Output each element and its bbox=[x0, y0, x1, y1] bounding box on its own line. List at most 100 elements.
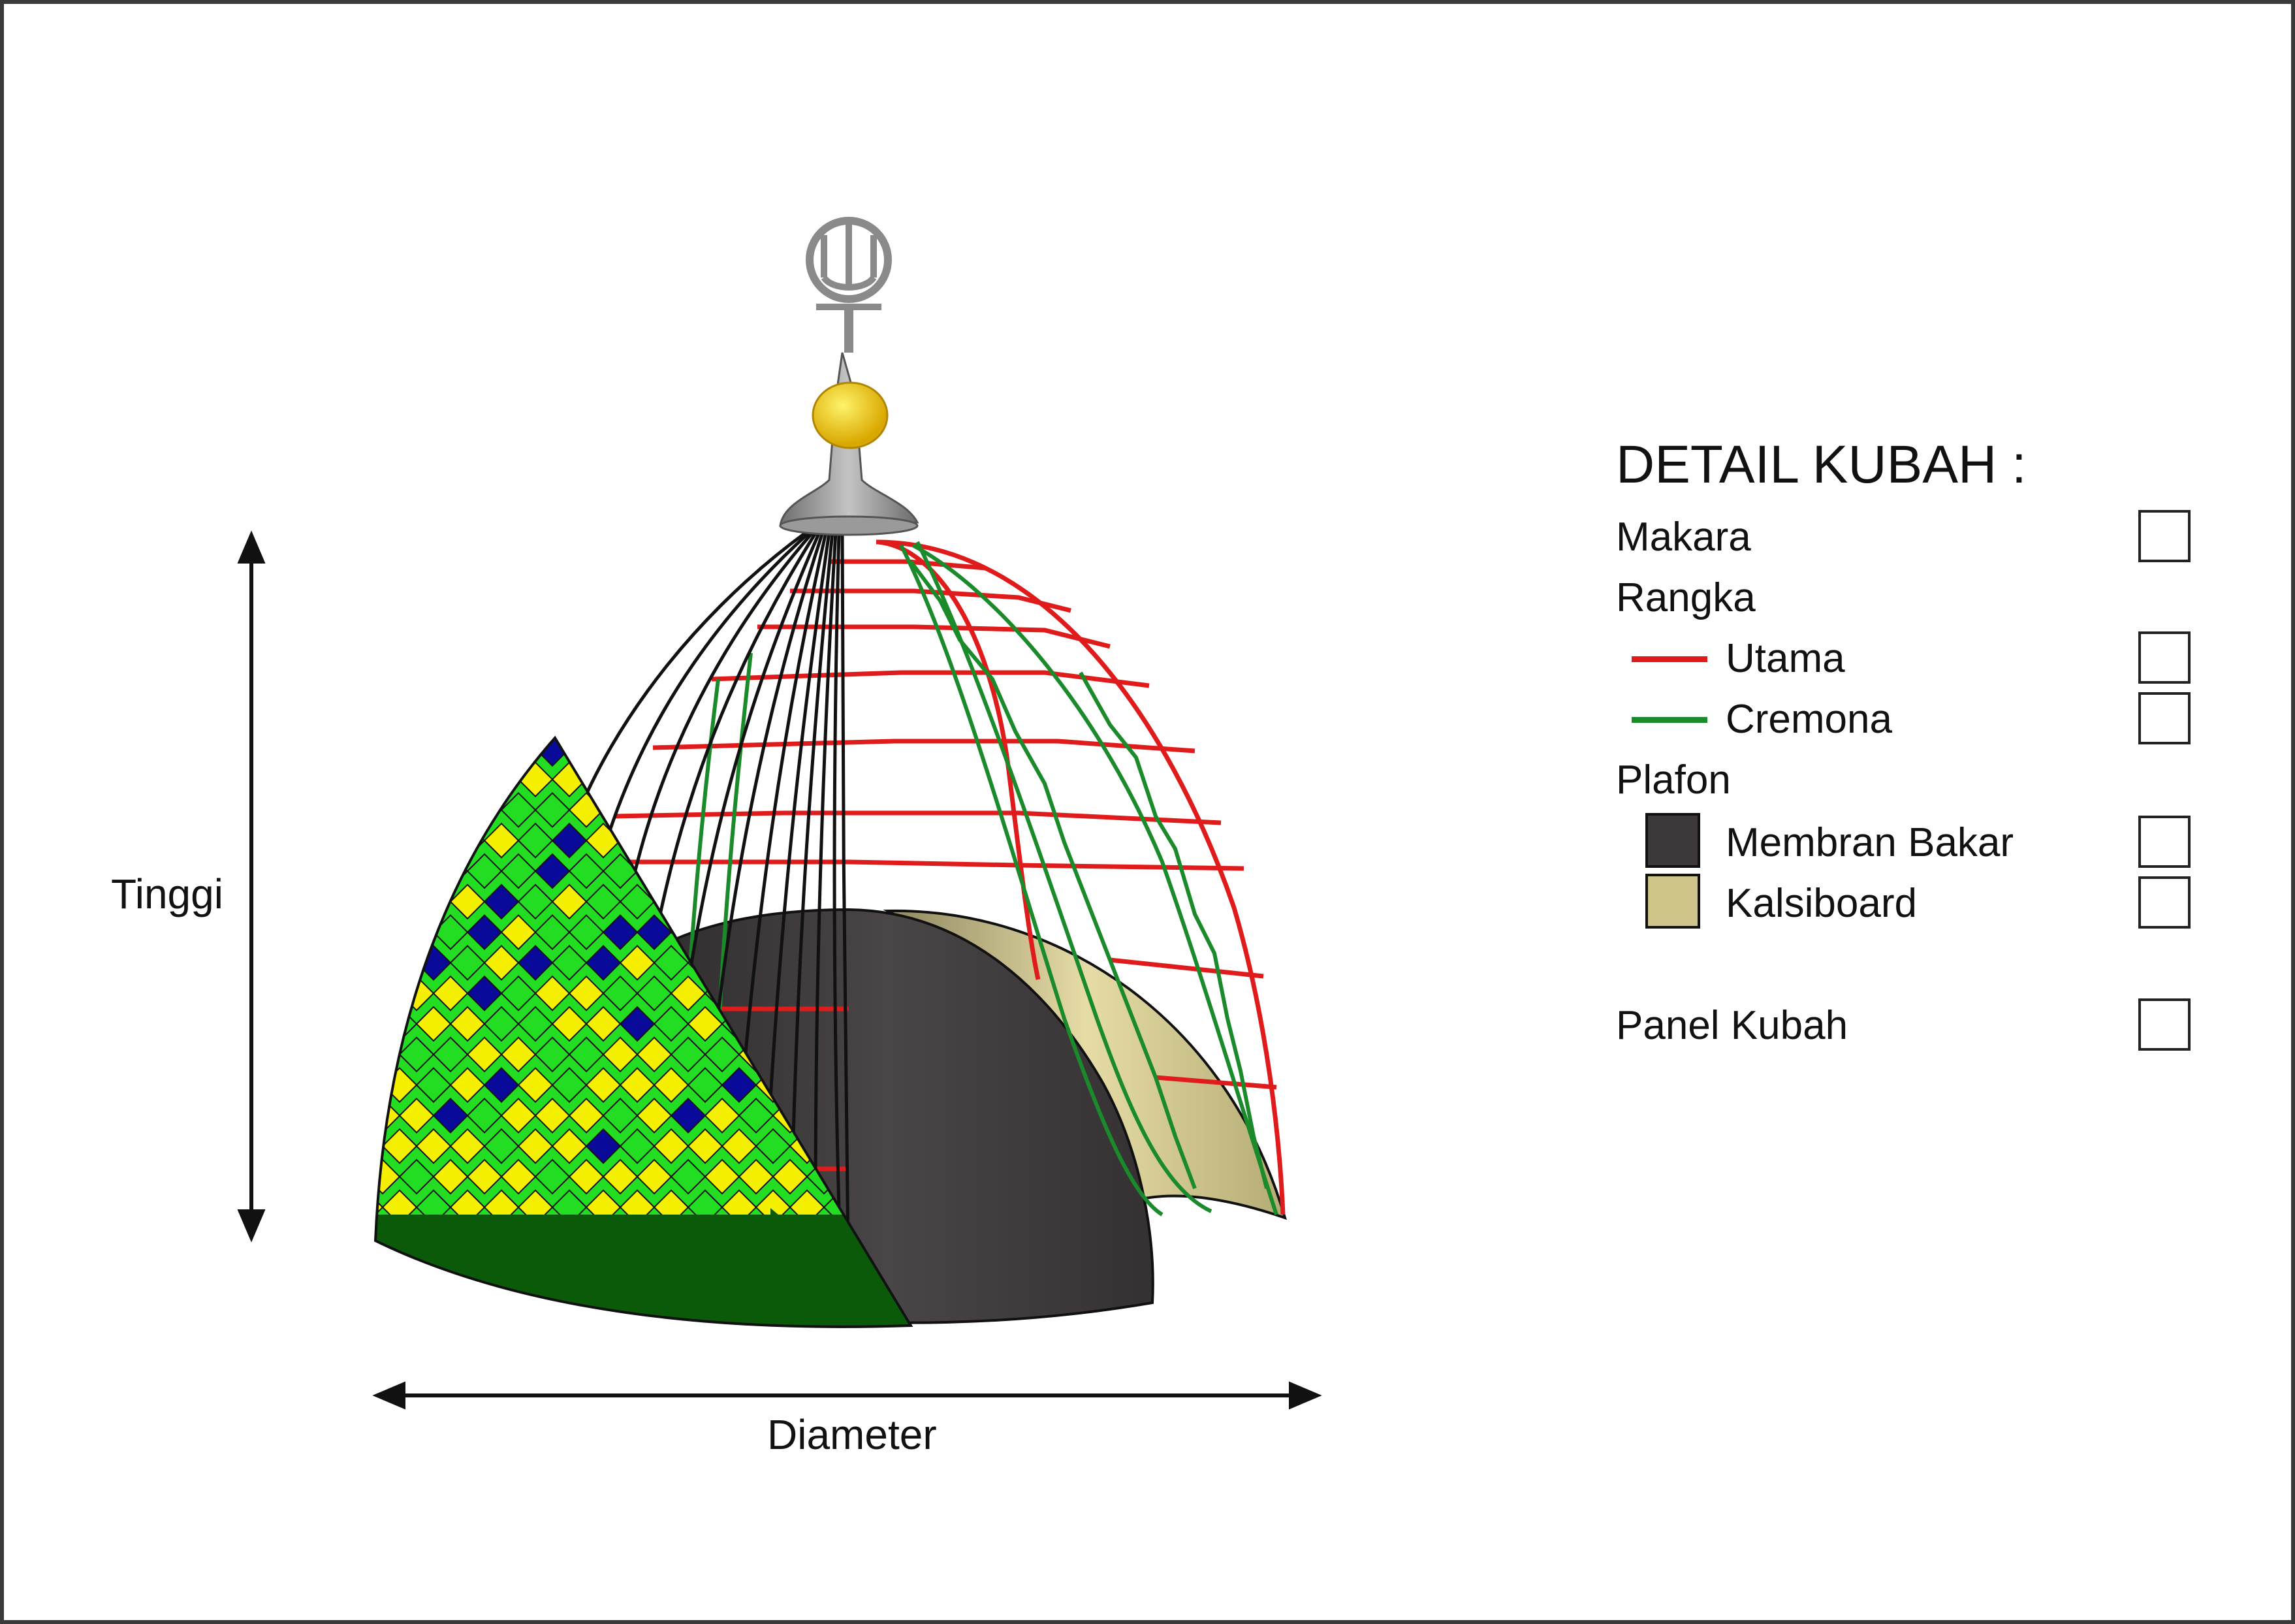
panel-tile bbox=[415, 1067, 452, 1104]
panel-tile bbox=[375, 914, 401, 951]
panel-tile bbox=[891, 822, 911, 859]
panel-tile bbox=[687, 1128, 723, 1164]
panel-tile bbox=[517, 822, 554, 859]
panel-tile bbox=[383, 701, 417, 735]
panel-tile bbox=[500, 1036, 537, 1073]
panel-tile bbox=[823, 761, 859, 798]
panel-tile bbox=[500, 791, 537, 828]
legend-row-plafon: Plafon bbox=[1616, 750, 2191, 809]
panel-tile bbox=[1011, 732, 1045, 766]
panel-tile bbox=[415, 1006, 452, 1042]
makara bbox=[779, 217, 919, 536]
panel-tile bbox=[375, 1281, 401, 1317]
utama-checkbox[interactable] bbox=[2138, 631, 2191, 684]
panel-tile bbox=[585, 1006, 622, 1042]
panel-tile bbox=[398, 853, 435, 889]
panel-tile bbox=[619, 944, 656, 981]
panel-tile bbox=[670, 1158, 706, 1195]
cremona-line-swatch bbox=[1632, 717, 1707, 723]
panel-tile bbox=[518, 701, 552, 735]
legend-row-kalsiboard: Kalsiboard bbox=[1616, 874, 2191, 932]
panel-tile bbox=[704, 1036, 740, 1073]
panel-tile bbox=[874, 738, 910, 767]
panel-tile bbox=[466, 1097, 503, 1134]
panel-tile bbox=[585, 1128, 622, 1164]
panel-tile bbox=[398, 791, 435, 828]
panel-tile bbox=[375, 822, 384, 859]
panel-tile bbox=[653, 1006, 689, 1042]
panel-tile bbox=[398, 914, 435, 951]
panel-tile bbox=[551, 1067, 588, 1104]
panel-tile bbox=[943, 854, 977, 888]
panel-tile bbox=[755, 761, 791, 798]
panel-tile bbox=[534, 791, 571, 828]
utama-line-swatch bbox=[1632, 656, 1707, 662]
panel-tile bbox=[857, 761, 893, 798]
panel-tile bbox=[840, 791, 876, 828]
panel-tile bbox=[432, 1036, 469, 1073]
panel-tile bbox=[619, 1128, 656, 1164]
panel-tile bbox=[449, 761, 486, 798]
height-dimension bbox=[237, 530, 266, 1243]
panel-tile bbox=[874, 791, 910, 828]
panel-tile bbox=[517, 1067, 554, 1104]
legend-row-membran-bakar: Membran Bakar bbox=[1616, 813, 2191, 872]
panel-tile bbox=[721, 1128, 757, 1164]
panel-tile bbox=[568, 1097, 605, 1134]
membran-bakar-checkbox[interactable] bbox=[2138, 816, 2191, 868]
kalsiboard-checkbox[interactable] bbox=[2138, 876, 2191, 929]
panel-tile bbox=[517, 1128, 554, 1164]
panel-tile bbox=[415, 822, 452, 859]
panel-tile bbox=[636, 1097, 673, 1134]
panel-tile bbox=[534, 1036, 571, 1073]
panel-tile bbox=[449, 1067, 486, 1104]
panel-tile bbox=[840, 853, 876, 889]
makara-checkbox[interactable] bbox=[2138, 510, 2191, 562]
panel-tile bbox=[738, 1097, 774, 1134]
panel-tile bbox=[943, 732, 977, 766]
panel-tile bbox=[772, 1158, 808, 1195]
cremona-checkbox[interactable] bbox=[2138, 692, 2191, 744]
panel-tile bbox=[721, 822, 757, 859]
panel-tile bbox=[824, 701, 858, 735]
panel-tile bbox=[534, 975, 571, 1011]
panel-tile bbox=[534, 1097, 571, 1134]
panel-tile bbox=[551, 884, 588, 920]
panel-tile bbox=[449, 1128, 486, 1164]
rangka-cremona bbox=[684, 541, 1278, 1217]
panel-tile bbox=[738, 1158, 774, 1195]
panel-tile bbox=[483, 1067, 520, 1104]
panel-tile bbox=[636, 914, 673, 951]
panel-tile bbox=[602, 975, 639, 1011]
panel-tile bbox=[721, 1067, 757, 1104]
panel-tile bbox=[602, 1036, 639, 1073]
panel-tile bbox=[381, 884, 418, 920]
kalsiboard-swatch bbox=[1645, 874, 1700, 929]
panel-tile bbox=[551, 1006, 588, 1042]
diameter-dimension bbox=[372, 1381, 1322, 1410]
panel-tile bbox=[483, 884, 520, 920]
legend-label-panel-kubah: Panel Kubah bbox=[1616, 1003, 1848, 1048]
legend-label-plafon: Plafon bbox=[1616, 757, 1731, 803]
panel-tile bbox=[381, 822, 418, 859]
panel-tile bbox=[466, 1036, 503, 1073]
panel-tile bbox=[517, 944, 554, 981]
panel-tile bbox=[840, 738, 876, 767]
panel-tile bbox=[483, 944, 520, 981]
panel-tile bbox=[687, 1006, 723, 1042]
panel-tile bbox=[960, 823, 994, 857]
panel-tile bbox=[375, 944, 384, 981]
panel-kubah-checkbox[interactable] bbox=[2138, 998, 2191, 1051]
panel-tile bbox=[619, 884, 656, 920]
panel-tile bbox=[551, 944, 588, 981]
panel-tile bbox=[466, 738, 503, 767]
panel-tile bbox=[417, 701, 451, 735]
panel-tile bbox=[908, 853, 911, 889]
panel-tile bbox=[772, 791, 808, 828]
panel-tile bbox=[375, 853, 401, 889]
panel-tile bbox=[483, 1006, 520, 1042]
panel-tile bbox=[432, 1097, 469, 1134]
panel-tile bbox=[908, 791, 911, 828]
panel-tile bbox=[704, 1097, 740, 1134]
